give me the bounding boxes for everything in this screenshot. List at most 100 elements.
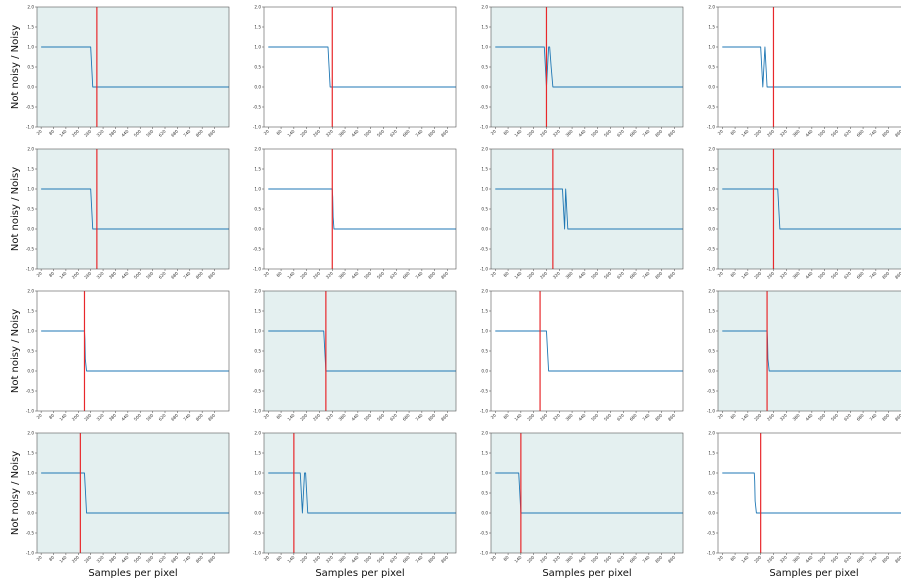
- subplot-r0-c3-xtick-label-13: 800: [881, 128, 890, 137]
- row-0-ylabel: Not noisy / Noisy: [10, 25, 21, 109]
- subplot-r3-c0-xtick-label-9: 560: [145, 554, 154, 563]
- subplot-r1-c2: -1.0 -0.5 0.0 0.5 1.0 1.5 2.0 20 80 140 200 260 320 3…: [480, 147, 684, 280]
- subplot-r0-c1: -1.0 -0.5 0.0 0.5 1.0 1.5 2.0 20 80 140 200 260 320 3…: [253, 5, 457, 138]
- subplot-r1-c1-ytick-label-5: 1.5: [254, 167, 261, 172]
- subplot-r0-c0-ytick-label-0: -1.0: [26, 125, 35, 130]
- subplot-r0-c3-xtick-label-14: 860: [894, 128, 901, 137]
- subplot-r2-c1-xtick-label-12: 740: [414, 412, 423, 421]
- subplot-r2-c3-xtick-label-12: 740: [868, 412, 877, 421]
- row-y-labels: Not noisy / Noisy Not noisy / Noisy Not …: [10, 25, 21, 535]
- subplot-r1-c0-background: [37, 149, 229, 269]
- subplot-r1-c3-xtick-label-6: 380: [792, 270, 801, 279]
- subplot-r2-c0: -1.0 -0.5 0.0 0.5 1.0 1.5 2.0 20 80 140 200 260 320 3…: [26, 289, 230, 422]
- subplot-r2-c3-background: [718, 291, 901, 411]
- subplot-r0-c2-xtick-label-11: 680: [629, 128, 638, 137]
- subplot-r3-c3-ytick-label-3: 0.5: [708, 491, 715, 496]
- subplot-r1-c2-xtick-label-10: 620: [616, 270, 625, 279]
- subplot-r0-c1-xtick-label-5: 320: [325, 128, 334, 137]
- subplot-r1-c1-xtick-label-14: 860: [440, 270, 449, 279]
- subplot-r3-c2-xtick-label-14: 860: [667, 554, 676, 563]
- subplot-r2-c3-xtick-label-2: 140: [740, 412, 749, 421]
- subplot-r3-c2-ytick-label-0: -1.0: [480, 551, 489, 556]
- subplot-r0-c3-xtick-label-9: 560: [830, 128, 839, 137]
- subplot-r3-c3-ytick-label-6: 2.0: [708, 431, 715, 436]
- subplot-r3-c2-xtick-label-10: 620: [616, 554, 625, 563]
- subplot-r3-c2: -1.0 -0.5 0.0 0.5 1.0 1.5 2.0 20 80 140 200 260 320 3…: [480, 431, 684, 564]
- subplot-r2-c1-background: [264, 291, 456, 411]
- subplot-r2-c0-ytick-label-5: 1.5: [27, 309, 34, 314]
- subplot-r2-c3-xtick-label-0: 20: [717, 412, 725, 420]
- subplot-r3-c1-ytick-label-3: 0.5: [254, 491, 261, 496]
- subplot-r0-c3-xtick-label-3: 200: [753, 128, 762, 137]
- subplot-r2-c3-ytick-label-4: 1.0: [708, 329, 715, 334]
- subplot-r3-c3: -1.0 -0.5 0.0 0.5 1.0 1.5 2.0 20 80 140 200 260 320 3…: [707, 431, 901, 564]
- subplot-r0-c3-xtick-label-5: 320: [779, 128, 788, 137]
- subplot-r0-c1-xtick-label-2: 140: [286, 128, 295, 137]
- subplot-r0-c0-frame: [36, 6, 230, 128]
- subplot-r3-c0-xtick-label-8: 500: [133, 554, 142, 563]
- subplot-r2-c3: -1.0 -0.5 0.0 0.5 1.0 1.5 2.0 20 80 140 200 260 320 3…: [707, 289, 901, 422]
- subplot-r1-c3-xtick-label-10: 620: [843, 270, 852, 279]
- subplot-r3-c2-xtick-label-5: 320: [552, 554, 561, 563]
- subplot-r1-c0-xtick-label-14: 860: [207, 270, 216, 279]
- subplot-r2-c2-xtick-label-9: 560: [603, 412, 612, 421]
- subplot-r0-c3-xtick-label-1: 80: [729, 128, 737, 136]
- subplot-r3-c0-xtick-label-12: 740: [182, 554, 191, 563]
- subplot-r1-c1-xtick-label-0: 20: [263, 270, 271, 278]
- subplot-r2-c1-xtick-label-1: 80: [275, 412, 283, 420]
- subplot-r0-c3-xtick-label-0: 20: [717, 128, 725, 136]
- subplot-r0-c1-xtick-label-11: 680: [402, 128, 411, 137]
- subplot-r1-c1-xtick-label-3: 200: [299, 270, 308, 279]
- subplot-r3-c1: -1.0 -0.5 0.0 0.5 1.0 1.5 2.0 20 80 140 200 260 320 3…: [253, 431, 457, 564]
- subplot-r3-c2-xtick-label-2: 140: [513, 554, 522, 563]
- subplot-r1-c3-series-line-0: [722, 188, 901, 230]
- column-x-labels: Samples per pixel Samples per pixel Samp…: [88, 568, 858, 579]
- subplot-r0-c2-xtick-label-5: 320: [552, 128, 561, 137]
- subplot-r3-c3-background: [718, 433, 901, 553]
- subplot-r3-c0-xtick-label-5: 320: [96, 554, 105, 563]
- subplot-r2-c3-ytick-label-0: -1.0: [707, 409, 716, 414]
- subplot-r0-c1-series-line-0: [268, 46, 456, 88]
- subplot-r3-c1-background: [264, 433, 456, 553]
- subplot-r3-c2-background: [491, 433, 683, 553]
- subplot-r0-c2-ytick-label-0: -1.0: [480, 125, 489, 130]
- subplot-r2-c1: -1.0 -0.5 0.0 0.5 1.0 1.5 2.0 20 80 140 200 260 320 3…: [253, 289, 457, 422]
- subplot-r1-c0-xtick-label-6: 380: [108, 270, 117, 279]
- subplot-r1-c2-xtick-label-14: 860: [667, 270, 676, 279]
- subplot-r1-c2-xtick-label-2: 140: [513, 270, 522, 279]
- subplot-r0-c3-xtick-label-10: 620: [843, 128, 852, 137]
- subplot-r0-c0-xtick-label-0: 20: [36, 128, 44, 136]
- subplot-r3-c2-ytick-label-4: 1.0: [481, 471, 488, 476]
- subplot-r0-c3-xtick-label-12: 740: [868, 128, 877, 137]
- subplot-r3-c1-xtick-label-7: 440: [350, 554, 359, 563]
- subplot-r0-c0-ytick-label-4: 1.0: [27, 45, 34, 50]
- subplot-r2-c0-xtick-label-11: 680: [170, 412, 179, 421]
- subplot-r0-c0-ytick-label-5: 1.5: [27, 25, 34, 30]
- subplot-r1-c3-ytick-label-1: -0.5: [707, 247, 716, 252]
- subplot-r1-c2-xtick-label-5: 320: [552, 270, 561, 279]
- subplot-r1-c1-ytick-label-0: -1.0: [253, 267, 262, 272]
- subplot-r0-c3-xtick-label-4: 260: [766, 128, 775, 137]
- subplot-r1-c2-series-line-0: [495, 188, 683, 230]
- subplot-r1-c1-xtick-label-13: 800: [427, 270, 436, 279]
- subplot-r1-c0-frame: [36, 148, 230, 270]
- subplot-r0-c1-frame: [263, 6, 457, 128]
- subplot-r3-c2-ytick-label-5: 1.5: [481, 451, 488, 456]
- subplot-r2-c0-ytick-label-0: -1.0: [26, 409, 35, 414]
- subplot-r0-c3-ytick-label-0: -1.0: [707, 125, 716, 130]
- subplot-r2-c3-xtick-label-8: 500: [817, 412, 826, 421]
- subplot-r0-c2-xtick-label-12: 740: [641, 128, 650, 137]
- subplot-r1-c1-xtick-label-6: 380: [338, 270, 347, 279]
- subplot-r3-c0-series-line-0: [41, 472, 229, 514]
- subplot-r3-c2-xtick-label-8: 500: [590, 554, 599, 563]
- subplot-r0-c2-xtick-label-0: 20: [490, 128, 498, 136]
- subplot-r0-c0-xtick-label-10: 620: [158, 128, 167, 137]
- subplot-r0-c0-xtick-label-13: 800: [195, 128, 204, 137]
- subplot-r2-c1-ytick-label-2: 0.0: [254, 369, 261, 374]
- subplot-r2-c2-xtick-label-8: 500: [590, 412, 599, 421]
- subplot-r1-c0-xtick-label-12: 740: [182, 270, 191, 279]
- subplot-r0-c1-background: [264, 7, 456, 127]
- subplot-r3-c1-xtick-label-13: 800: [427, 554, 436, 563]
- subplot-r0-c2-xtick-label-3: 200: [526, 128, 535, 137]
